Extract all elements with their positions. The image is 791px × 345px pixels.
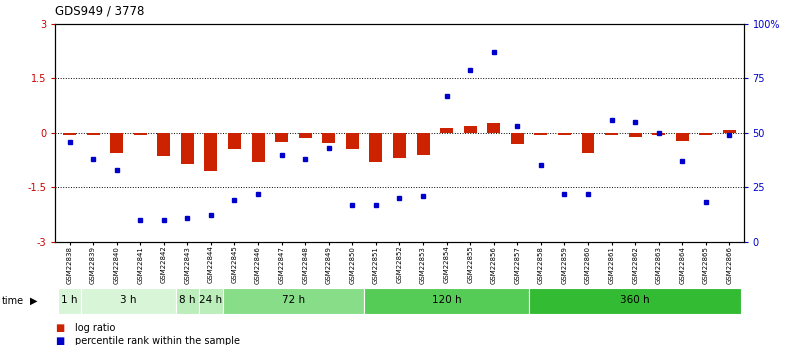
Bar [417,133,430,155]
Bar [176,288,199,314]
Text: 24 h: 24 h [199,295,222,305]
Text: 1 h: 1 h [61,295,78,305]
Text: 72 h: 72 h [282,295,305,305]
Text: 120 h: 120 h [432,295,461,305]
Bar [228,133,241,149]
Bar [157,133,170,156]
Bar [629,133,642,137]
Text: GDS949 / 3778: GDS949 / 3778 [55,4,145,17]
Bar [535,133,547,135]
Text: time: time [2,296,24,306]
Bar [134,133,146,135]
Bar [464,126,477,133]
Bar [511,133,524,144]
Bar [181,133,194,164]
Text: 8 h: 8 h [179,295,195,305]
Bar [723,130,736,133]
Bar [299,133,312,138]
Bar [275,133,288,142]
Bar [440,128,453,133]
Bar [223,288,364,314]
Bar [605,133,618,135]
Bar [322,133,335,143]
Text: ■: ■ [55,324,65,333]
Bar [63,133,76,135]
Text: 360 h: 360 h [620,295,650,305]
Bar [364,288,529,314]
Bar [581,133,595,153]
Bar [487,123,500,133]
Text: percentile rank within the sample: percentile rank within the sample [75,336,240,345]
Bar [110,133,123,153]
Bar [252,133,264,162]
Text: ■: ■ [55,336,65,345]
Bar [58,288,81,314]
Bar [393,133,406,158]
Bar [558,133,571,135]
Bar [676,133,689,141]
Bar [86,133,100,135]
Bar [653,133,665,135]
Bar [199,288,223,314]
Text: log ratio: log ratio [75,324,115,333]
Bar [529,288,741,314]
Bar [346,133,359,149]
Bar [699,133,713,135]
Text: ▶: ▶ [30,296,37,306]
Bar [204,133,218,171]
Text: 3 h: 3 h [120,295,137,305]
Bar [81,288,176,314]
Bar [369,133,382,162]
